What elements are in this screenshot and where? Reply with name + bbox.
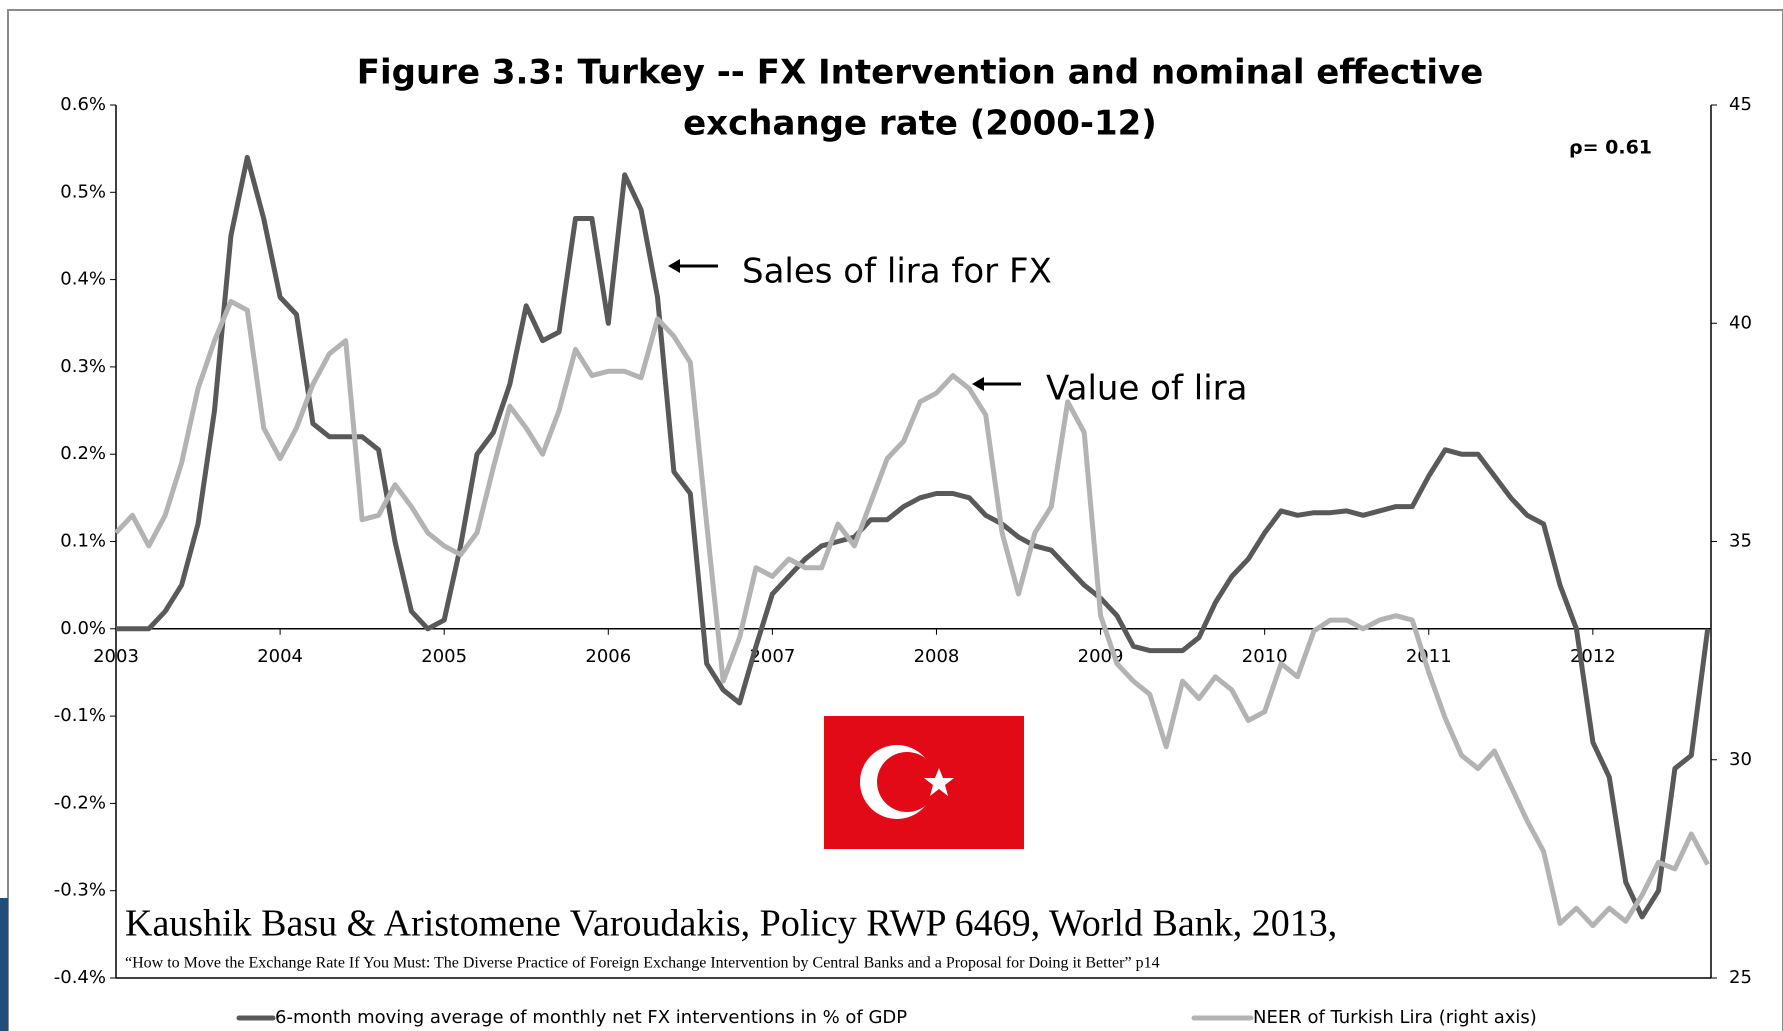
y2-tick-label: 45 <box>1729 94 1752 115</box>
x-tick-label: 2006 <box>585 646 631 667</box>
series-line <box>116 154 1711 920</box>
x-tick-label: 2007 <box>749 646 795 667</box>
y2-tick-label: 30 <box>1729 749 1752 770</box>
y2-tick-label: 40 <box>1729 312 1752 333</box>
y2-tick-label: 25 <box>1729 967 1752 988</box>
legend-label: NEER of Turkish Lira (right axis) <box>1253 1007 1537 1028</box>
y-tick-label: 0.0% <box>60 618 106 639</box>
x-tick-label: 2011 <box>1406 646 1452 667</box>
side-strip <box>0 898 8 1031</box>
source: Kaushik Basu & Aristomene Varoudakis, Po… <box>125 903 1337 945</box>
y-tick-label: 0.4% <box>60 269 106 290</box>
flag-crescent <box>877 752 937 812</box>
x-tick-label: 2008 <box>914 646 960 667</box>
y-tick-label: 0.1% <box>60 531 106 552</box>
y-tick-label: 0.3% <box>60 356 106 377</box>
frame <box>7 9 1783 1031</box>
y-tick-label: -0.1% <box>54 705 106 726</box>
annotation-arrow-head <box>668 259 680 273</box>
y-tick-label: 0.6% <box>60 94 106 115</box>
x-tick-label: 2004 <box>257 646 303 667</box>
y2-tick-label: 35 <box>1729 531 1752 552</box>
x-tick-label: 2010 <box>1242 646 1288 667</box>
y-tick-label: -0.2% <box>54 792 106 813</box>
x-tick-label: 2005 <box>421 646 467 667</box>
series-line <box>114 298 1710 929</box>
correlation-note: ρ= 0.61 <box>1569 137 1652 159</box>
x-tick-label: 2003 <box>93 646 139 667</box>
annotation: Sales of lira for FX <box>742 252 1052 292</box>
legend-label: 6-month moving average of monthly net FX… <box>275 1007 907 1028</box>
y-tick-label: -0.3% <box>54 880 106 901</box>
source: “How to Move the Exchange Rate If You Mu… <box>125 955 1160 972</box>
flag-star <box>924 768 954 796</box>
annotation: Value of lira <box>1046 369 1247 409</box>
y-tick-label: 0.2% <box>60 443 106 464</box>
annotation-arrow-head <box>972 377 984 391</box>
y-tick-label: -0.4% <box>54 967 106 988</box>
chart-title: exchange rate (2000-12) <box>683 104 1157 144</box>
y-tick-label: 0.5% <box>60 181 106 202</box>
plot-area: 0.6% 0.5% 0.4% 0.3% 0.2% 0.1% 0.0% -0.1% -0.2% -0… <box>54 94 1752 988</box>
chart-title: Figure 3.3: Turkey -- FX Intervention an… <box>357 53 1484 93</box>
